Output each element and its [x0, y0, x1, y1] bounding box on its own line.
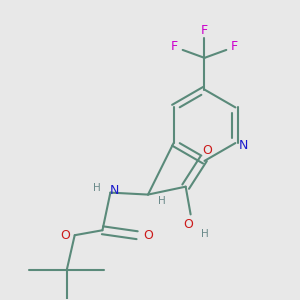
Text: N: N — [238, 139, 248, 152]
Text: F: F — [171, 40, 178, 53]
Text: H: H — [201, 229, 208, 239]
Text: O: O — [184, 218, 194, 231]
Text: O: O — [143, 229, 153, 242]
Text: F: F — [201, 24, 208, 37]
Text: N: N — [110, 184, 119, 197]
Text: F: F — [231, 40, 238, 53]
Text: O: O — [60, 229, 70, 242]
Text: H: H — [93, 183, 101, 193]
Text: H: H — [158, 196, 166, 206]
Text: O: O — [202, 143, 212, 157]
